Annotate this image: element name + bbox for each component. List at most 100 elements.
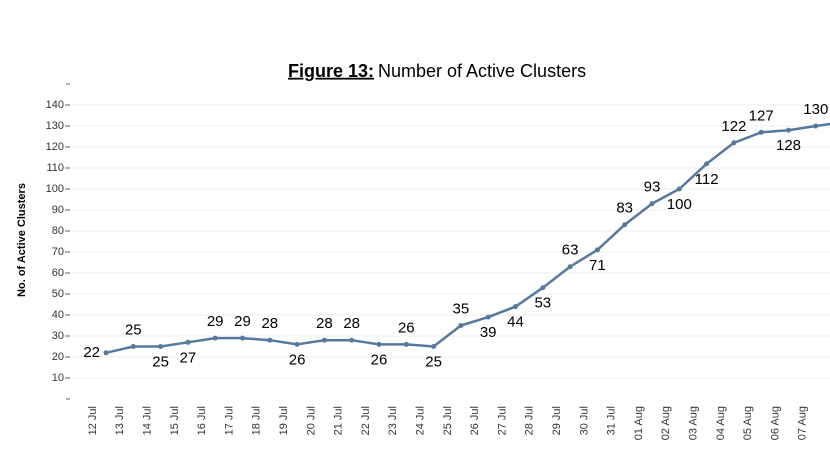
data-label: 25	[425, 353, 442, 370]
data-point	[267, 337, 273, 343]
data-point	[513, 304, 518, 310]
data-label: 39	[480, 324, 497, 341]
data-point	[376, 341, 382, 347]
data-point	[431, 344, 437, 349]
data-point	[622, 222, 628, 228]
x-tick-label: 29 Jul	[551, 406, 563, 435]
data-point	[240, 335, 245, 341]
data-point	[676, 186, 682, 192]
y-tick-label: 100	[46, 183, 64, 195]
chart-title-label: Figure 13:	[288, 61, 374, 81]
y-tick-label: 50	[52, 288, 64, 300]
data-point	[130, 344, 136, 349]
data-label: 112	[695, 171, 719, 188]
x-tick-label: 01 Aug	[633, 406, 645, 440]
data-label: 93	[644, 179, 661, 196]
x-tick-label: 20 Jul	[305, 406, 317, 435]
data-label: 25	[125, 321, 142, 338]
data-line	[105, 122, 830, 355]
x-tick-label: 28 Jul	[524, 406, 536, 435]
data-point	[731, 140, 737, 146]
data-label: 53	[534, 295, 551, 312]
y-tick-label: 80	[52, 225, 64, 237]
data-label: 127	[749, 107, 774, 124]
x-tick-label: 02 Aug	[660, 406, 672, 440]
chart-title: Number of Active Clusters	[378, 61, 586, 81]
x-tick-label: 21 Jul	[333, 406, 345, 435]
data-label: 128	[776, 137, 801, 154]
data-label: 27	[180, 349, 197, 366]
x-tick-label: 30 Jul	[578, 406, 590, 435]
x-tick-label: 14 Jul	[142, 406, 154, 435]
x-tick-label: 15 Jul	[169, 406, 181, 435]
x-tick-label: 25 Jul	[442, 406, 454, 435]
y-tick-label: 130	[46, 120, 64, 132]
data-point	[185, 339, 191, 345]
data-point	[594, 247, 600, 253]
data-label: 28	[343, 315, 360, 332]
data-point	[103, 350, 109, 356]
data-point	[649, 201, 655, 207]
data-label: 26	[289, 351, 306, 368]
x-tick-label: 13 Jul	[114, 406, 126, 435]
x-tick-label: 24 Jul	[415, 406, 427, 435]
data-label: 22	[83, 344, 100, 361]
x-tick-label: 26 Jul	[469, 406, 481, 435]
data-point	[212, 335, 218, 341]
data-point	[349, 337, 355, 343]
y-tick-label: 40	[52, 309, 64, 321]
data-label: 44	[507, 314, 524, 331]
data-point	[704, 161, 710, 167]
y-axis-title: No. of Active Clusters	[16, 183, 28, 297]
data-label: 35	[453, 300, 470, 317]
x-tick-label: 07 Aug	[797, 406, 809, 440]
x-tick-label: 19 Jul	[278, 406, 290, 435]
data-label: 26	[371, 351, 388, 368]
data-label: 100	[667, 196, 692, 213]
x-tick-label: 03 Aug	[688, 406, 700, 440]
x-tick-label: 22 Jul	[360, 406, 372, 435]
data-point	[294, 341, 300, 347]
data-point	[321, 337, 327, 343]
y-tick-label: 140	[46, 99, 64, 111]
data-label: 26	[398, 319, 415, 336]
data-label: 122	[721, 118, 746, 135]
data-point	[567, 264, 573, 270]
data-point	[458, 323, 464, 328]
y-tick-label: 10	[52, 372, 64, 384]
data-label: 29	[207, 313, 224, 330]
y-tick-label: 20	[52, 351, 64, 363]
data-point	[813, 123, 819, 129]
data-label: 25	[152, 353, 169, 370]
data-label: 28	[316, 315, 333, 332]
x-tick-label: 16 Jul	[196, 406, 208, 435]
y-tick-label: 90	[52, 204, 64, 216]
y-tick-label: 70	[52, 246, 64, 258]
x-tick-label: 04 Aug	[715, 406, 727, 440]
data-point	[540, 285, 546, 291]
y-tick-label: 60	[52, 267, 64, 279]
x-tick-label: 31 Jul	[606, 406, 618, 435]
data-label: 29	[234, 313, 251, 330]
x-tick-label: 05 Aug	[742, 406, 754, 440]
x-tick-label: 27 Jul	[496, 406, 508, 435]
data-label: 83	[616, 200, 633, 217]
y-tick-label: 120	[46, 141, 64, 153]
data-point	[758, 129, 764, 135]
data-point	[485, 314, 491, 320]
data-point	[158, 344, 164, 349]
x-tick-label: 23 Jul	[387, 406, 399, 435]
data-label: 28	[261, 315, 278, 332]
y-tick-label: 110	[46, 162, 64, 174]
data-point	[403, 341, 409, 347]
y-tick-label: 30	[52, 330, 64, 342]
data-label: 130	[803, 101, 828, 118]
x-tick-label: 17 Jul	[223, 406, 235, 435]
data-label: 71	[589, 257, 606, 274]
x-tick-label: 12 Jul	[87, 406, 99, 435]
x-tick-label: 18 Jul	[251, 406, 263, 435]
x-tick-label: 06 Aug	[769, 406, 781, 440]
data-point	[786, 127, 791, 133]
data-label: 63	[562, 242, 579, 259]
